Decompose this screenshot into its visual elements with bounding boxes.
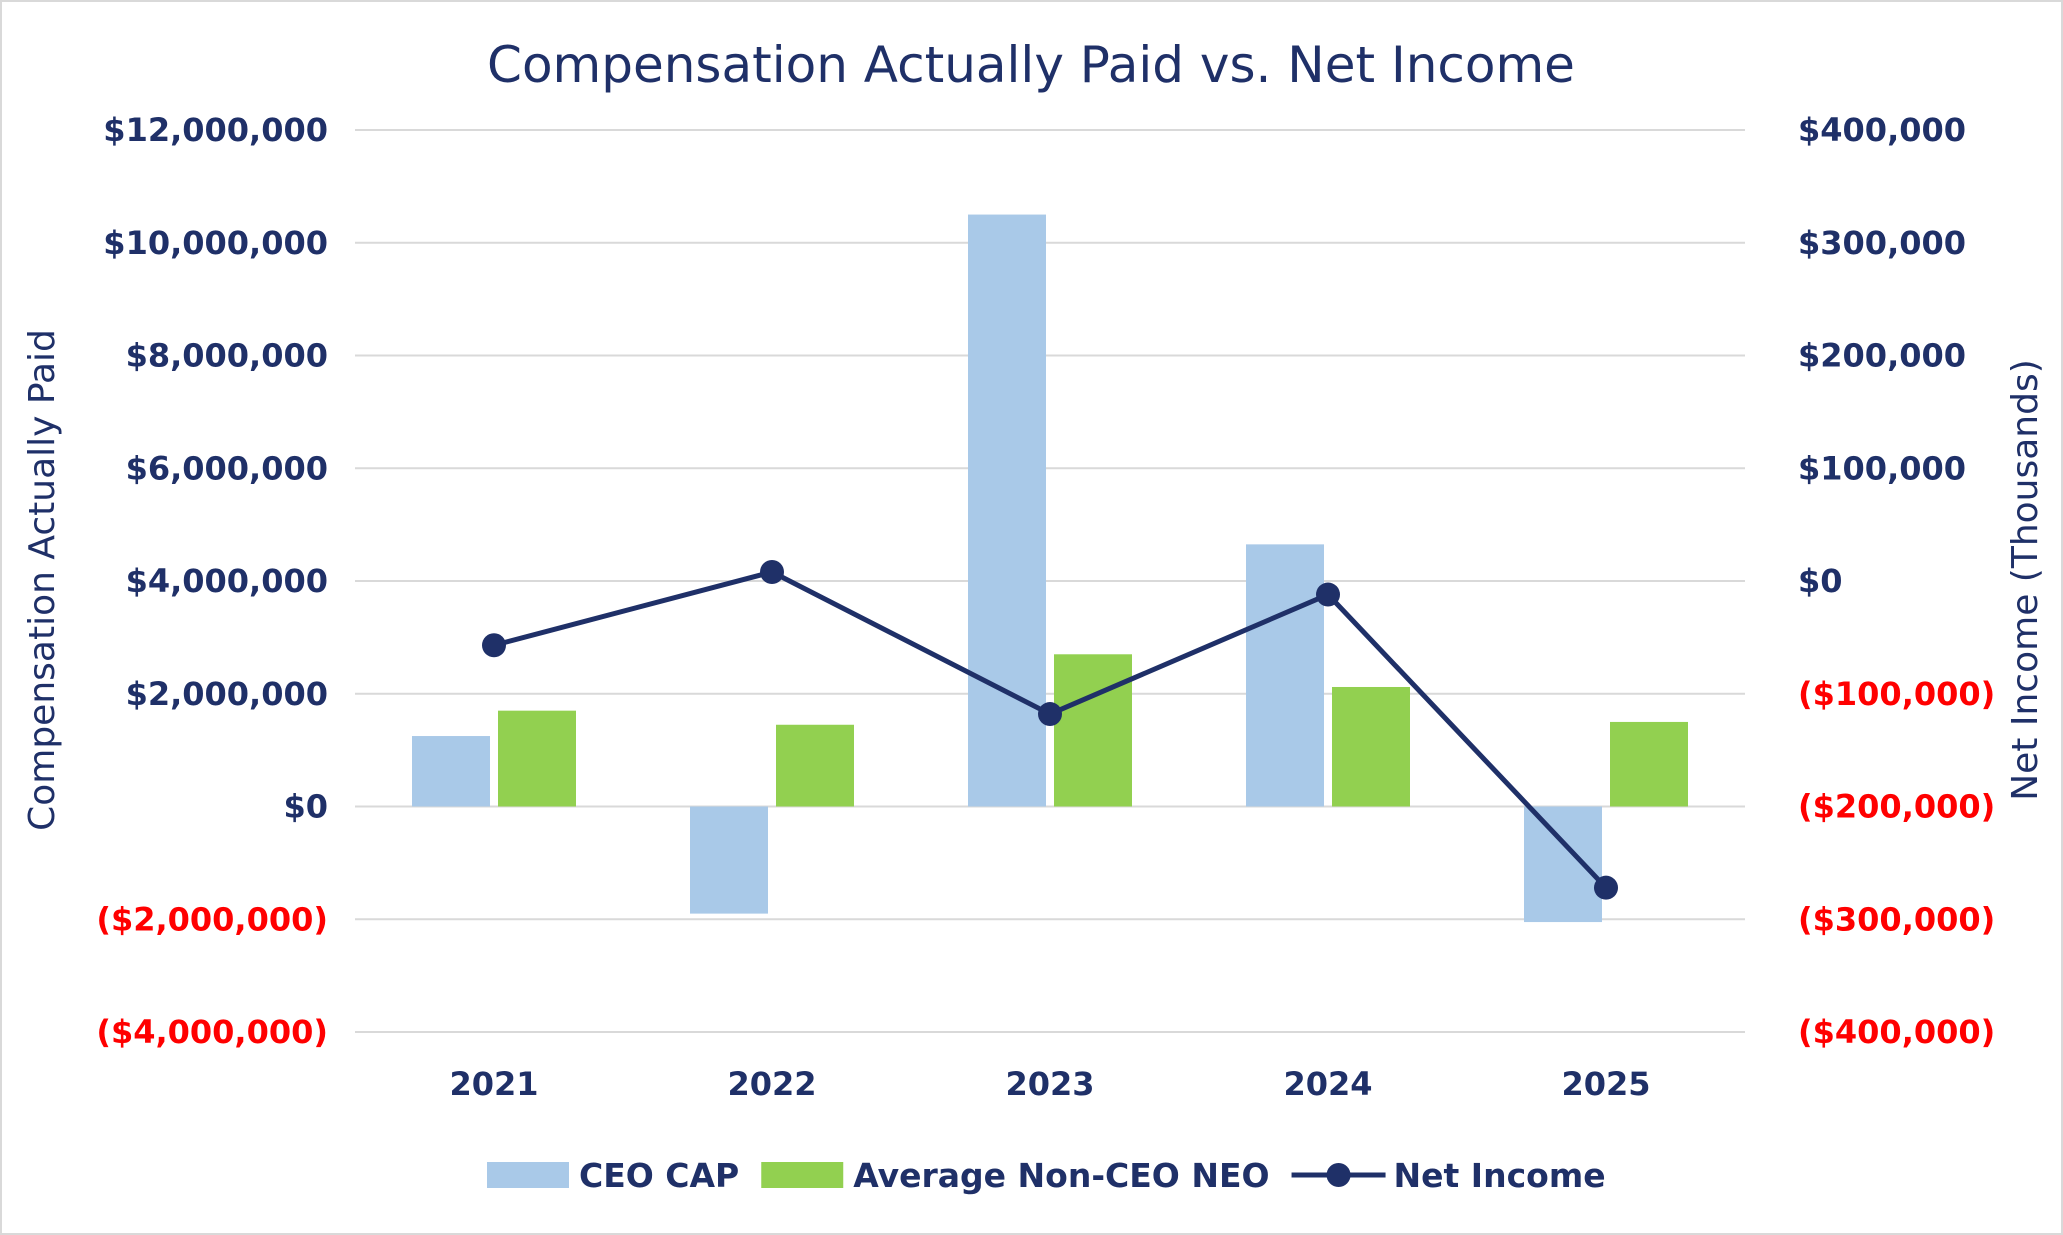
bar-average-non-ceo-neo-2025	[1610, 721, 1688, 807]
net-income-point-2024	[1316, 582, 1340, 607]
y2-tick-label: ($100,000)	[1798, 675, 1995, 713]
y-tick-label: $0	[283, 788, 328, 826]
right-axis-ticks: $400,000 $300,000 $200,000 $100,000 $0 ($100,…	[1798, 111, 1995, 1051]
legend-net-income-label: Net Income	[1394, 1156, 1606, 1195]
y2-tick-label: $200,000	[1798, 337, 1966, 375]
bar-ceo-cap-2025	[1524, 806, 1602, 923]
bar-average-non-ceo-neo-2023	[1054, 654, 1132, 807]
chart-title: Compensation Actually Paid vs. Net Incom…	[487, 36, 1575, 94]
x-tick-label: 2025	[1561, 1065, 1650, 1103]
y2-tick-label: $0	[1798, 562, 1843, 600]
bar-ceo-cap-2023	[968, 214, 1046, 807]
y2-tick-label: $400,000	[1798, 111, 1966, 149]
bar-average-non-ceo-neo-2021	[498, 710, 576, 807]
x-axis-ticks: 2021 2022 2023 2024 2025	[449, 1065, 1650, 1103]
net-income-line-group	[482, 559, 1618, 900]
y2-tick-label: ($200,000)	[1798, 788, 1995, 826]
legend-ceo-cap-label: CEO CAP	[579, 1156, 739, 1195]
y-tick-label: $8,000,000	[126, 337, 328, 375]
bar-ceo-cap-2021	[412, 736, 490, 807]
y2-tick-label: $100,000	[1798, 449, 1966, 487]
y2-tick-label: ($400,000)	[1798, 1013, 1995, 1051]
y-tick-label: $12,000,000	[103, 111, 328, 149]
y2-tick-label: $300,000	[1798, 224, 1966, 262]
y-axis-title: Compensation Actually Paid	[22, 329, 63, 831]
net-income-point-2025	[1594, 875, 1618, 900]
x-tick-label: 2024	[1283, 1065, 1372, 1103]
y-tick-label: ($4,000,000)	[96, 1013, 328, 1051]
legend: CEO CAP Average Non-CEO NEO Net Income	[487, 1156, 1606, 1195]
y2-tick-label: ($300,000)	[1798, 900, 1995, 938]
y-tick-label: $2,000,000	[126, 675, 328, 713]
y-tick-label: ($2,000,000)	[96, 900, 328, 938]
net-income-point-2022	[760, 559, 784, 584]
bar-ceo-cap-2022	[690, 806, 768, 914]
y2-axis-title: Net Income (Thousands)	[2005, 359, 2046, 801]
y-tick-label: $6,000,000	[126, 449, 328, 487]
net-income-point-2023	[1038, 702, 1062, 727]
x-tick-label: 2022	[727, 1065, 816, 1103]
legend-average-non-ceo-neo-label: Average Non-CEO NEO	[853, 1156, 1269, 1195]
legend-ceo-cap-swatch	[487, 1162, 569, 1188]
legend-average-non-ceo-neo-swatch	[761, 1162, 844, 1188]
x-tick-label: 2023	[1005, 1065, 1094, 1103]
y-tick-label: $10,000,000	[103, 224, 328, 262]
bar-ceo-cap-2024	[1246, 544, 1324, 807]
left-axis-ticks: $12,000,000 $10,000,000 $8,000,000 $6,000,0…	[96, 111, 328, 1051]
bar-average-non-ceo-neo-2022	[776, 724, 854, 807]
gridlines	[355, 129, 1745, 1033]
y-tick-label: $4,000,000	[126, 562, 328, 600]
bar-average-non-ceo-neo-2024	[1332, 686, 1410, 807]
bars	[412, 214, 1688, 923]
x-tick-label: 2021	[449, 1065, 538, 1103]
legend-net-income-marker-swatch	[1326, 1163, 1351, 1187]
net-income-point-2021	[482, 633, 506, 658]
